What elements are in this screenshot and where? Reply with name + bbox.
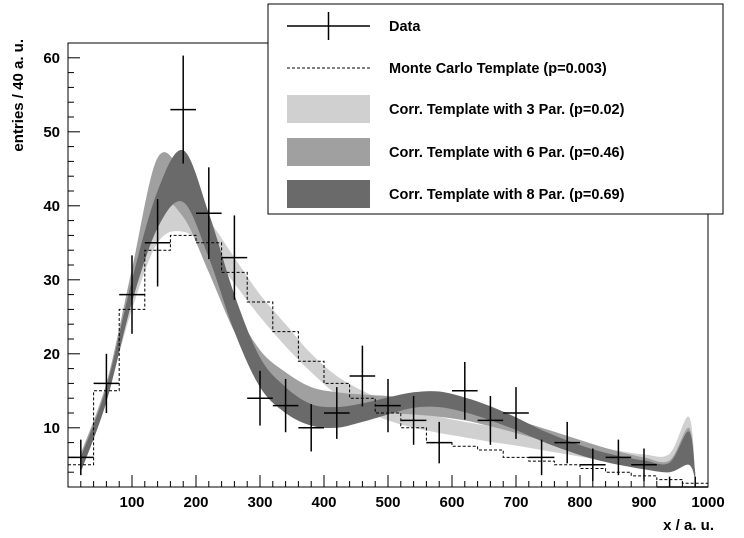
legend-label-data: Data — [389, 19, 421, 35]
x-tick-label: 500 — [375, 494, 400, 511]
legend-label-band-6par: Corr. Template with 6 Par. (p=0.46) — [389, 145, 625, 161]
data-point — [247, 370, 273, 426]
data-point — [324, 387, 350, 439]
legend-entry-band-6par: Corr. Template with 6 Par. (p=0.46) — [287, 138, 625, 166]
data-point — [349, 345, 376, 407]
data-point — [144, 199, 171, 287]
data-point — [170, 55, 196, 164]
y-tick-label: 10 — [43, 420, 60, 437]
y-tick-label: 20 — [43, 346, 60, 363]
data-point — [477, 395, 504, 445]
x-tick-label: 100 — [119, 494, 144, 511]
legend-entry-band-3par: Corr. Template with 3 Par. (p=0.02) — [287, 95, 625, 123]
legend-swatch-band-8par — [287, 180, 370, 208]
data-point — [298, 404, 324, 452]
x-tick-label: 400 — [311, 494, 336, 511]
data-point — [605, 439, 632, 476]
legend-label-mc-template: Monte Carlo Template (p=0.003) — [389, 61, 607, 77]
data-point — [452, 361, 478, 420]
x-tick-label: 700 — [503, 494, 528, 511]
axes: 100 200 300 400 500 600 700 800 900 1000 10 20 30 40 5… — [43, 42, 725, 511]
data-point — [426, 421, 452, 464]
plot-area — [68, 55, 708, 488]
band-3par — [80, 198, 696, 480]
mc-template-histogram — [68, 234, 708, 484]
y-tick-label: 30 — [43, 272, 60, 289]
legend-label-band-8par: Corr. Template with 8 Par. (p=0.69) — [389, 187, 625, 203]
data-point — [554, 421, 580, 464]
data-point — [503, 387, 529, 439]
legend-swatch-band-6par — [287, 138, 370, 166]
x-axis-title: x / a. u. — [663, 517, 714, 534]
y-axis-title: entries / 40 a. u. — [10, 39, 27, 152]
x-tick-label: 900 — [631, 494, 656, 511]
data-point — [221, 215, 248, 300]
legend-label-band-3par: Corr. Template with 3 Par. (p=0.02) — [389, 102, 625, 118]
y-tick-label: 50 — [43, 124, 60, 141]
data-point — [93, 353, 120, 413]
data-point — [375, 378, 401, 433]
data-point — [119, 255, 145, 334]
data-point — [272, 378, 299, 433]
data-point — [196, 167, 222, 260]
y-tick-label: 40 — [43, 198, 60, 215]
legend: Data Monte Carlo Template (p=0.003) Corr… — [267, 3, 724, 215]
data-point — [528, 439, 555, 476]
x-tick-label: 1000 — [691, 494, 724, 511]
legend-entry-band-8par: Corr. Template with 8 Par. (p=0.69) — [287, 180, 625, 208]
x-tick-label: 300 — [247, 494, 272, 511]
x-tick-label: 800 — [567, 494, 592, 511]
data-point — [400, 395, 427, 445]
data-point — [580, 448, 606, 482]
x-tick-label: 200 — [183, 494, 208, 511]
x-tick-label: 600 — [439, 494, 464, 511]
legend-swatch-band-3par — [287, 95, 370, 123]
legend-entry-data: Data — [287, 12, 421, 40]
y-tick-label: 60 — [43, 50, 60, 67]
legend-entry-mc-template: Monte Carlo Template (p=0.003) — [287, 61, 607, 77]
